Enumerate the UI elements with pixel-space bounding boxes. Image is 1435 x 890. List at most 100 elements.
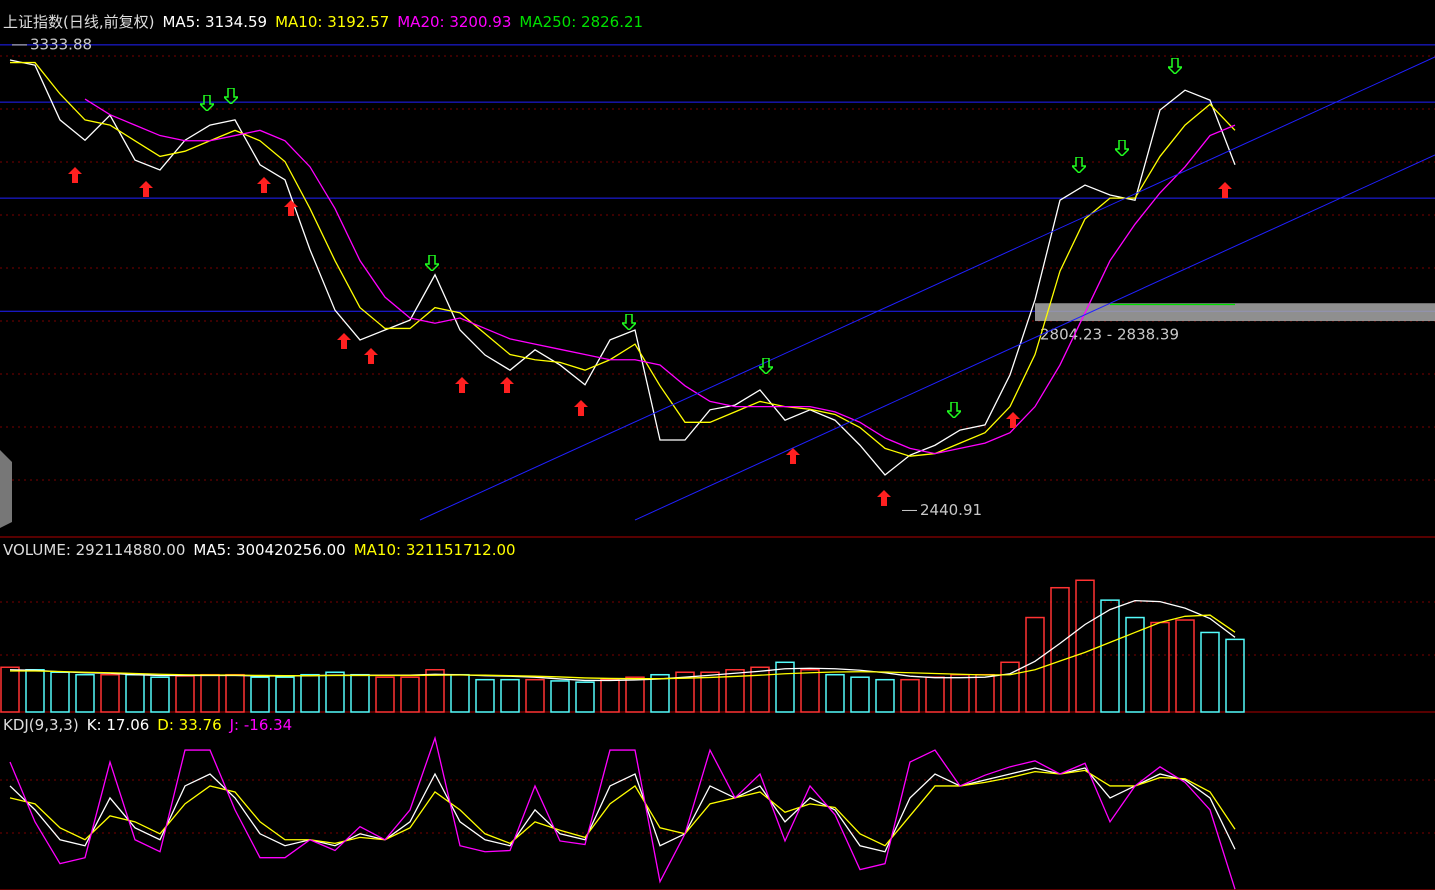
buy-arrow (1006, 412, 1020, 428)
volume-bar (1075, 579, 1095, 713)
series-line (84, 98, 1236, 455)
volume-bar (1225, 638, 1245, 713)
legend-entry: MA5: 3134.59 (162, 13, 268, 31)
volume-bar (1200, 631, 1220, 713)
volume-bar (925, 676, 945, 713)
volume-bar (1050, 586, 1070, 713)
volume-bar (1000, 661, 1020, 713)
side-handle (0, 450, 12, 528)
buy-arrow (68, 167, 82, 183)
volume-bar (550, 680, 570, 713)
kdj-legend: KDJ(9,3,3) K: 17.06 D: 33.76 J: -16.34 (3, 715, 300, 735)
buy-arrow (284, 200, 298, 216)
volume-bar (875, 678, 895, 713)
volume-bar (100, 673, 120, 713)
legend-entry: MA250: 2826.21 (519, 13, 644, 31)
volume-bar (625, 676, 645, 713)
buy-arrow (364, 348, 378, 364)
volume-bar (1125, 616, 1145, 713)
volume-bar (1175, 619, 1195, 713)
legend-entry: J: -16.34 (229, 716, 293, 734)
band-label: 2804.23 - 2838.39 (1040, 326, 1179, 344)
legend-entry: K: 17.06 (86, 716, 150, 734)
volume-bar (475, 678, 495, 713)
panel-title: 上证指数(日线,前复权) (3, 13, 155, 31)
price-band (1035, 303, 1435, 322)
series-line (10, 614, 1236, 680)
volume-bar (375, 676, 395, 713)
sell-arrow (947, 402, 961, 418)
buy-arrow (877, 490, 891, 506)
volume-bar (1025, 616, 1045, 713)
sell-arrow (224, 88, 238, 104)
buy-arrow (337, 333, 351, 349)
volume-bar (200, 673, 220, 713)
panel-title: VOLUME: 292114880.00 (3, 541, 186, 559)
price-legend: 上证指数(日线,前复权) MA5: 3134.59 MA10: 3192.57 MA2… (3, 12, 651, 32)
trend-line (419, 56, 1435, 521)
volume-bar (150, 676, 170, 713)
series-line (9, 767, 1236, 853)
buy-arrow (1218, 182, 1232, 198)
volume-bar (1100, 599, 1120, 713)
series-line (10, 61, 1236, 457)
volume-bar (0, 666, 20, 713)
legend-entry: MA10: 3192.57 (275, 13, 390, 31)
volume-bar (850, 676, 870, 713)
volume-bar (50, 671, 70, 713)
volume-bar (650, 673, 670, 713)
legend-entry: MA20: 3200.93 (397, 13, 512, 31)
sell-arrow (1072, 157, 1086, 173)
annotation: 2440.91 (920, 501, 982, 519)
legend-entry: D: 33.76 (157, 716, 222, 734)
volume-bar (775, 661, 795, 713)
volume-bar (25, 668, 45, 713)
volume-bar (525, 678, 545, 713)
sell-arrow (425, 255, 439, 271)
buy-arrow (139, 181, 153, 197)
volume-bar (125, 673, 145, 713)
panel-title: KDJ(9,3,3) (3, 716, 79, 734)
sell-arrow (1115, 140, 1129, 156)
volume-bar (300, 673, 320, 713)
buy-arrow (574, 400, 588, 416)
volume-bar (675, 671, 695, 713)
volume-bar (950, 673, 970, 713)
volume-bar (1150, 621, 1170, 713)
sell-arrow (1168, 58, 1182, 74)
volume-bar (825, 673, 845, 713)
buy-arrow (257, 177, 271, 193)
volume-bar (275, 676, 295, 713)
series-line (9, 735, 1236, 890)
volume-bar (450, 673, 470, 713)
volume-bar (325, 671, 345, 713)
plot: 2804.23 - 2838.39 3333.88 2440.91 (0, 35, 1435, 890)
buy-arrow (455, 377, 469, 393)
annotation: 3333.88 (30, 35, 92, 53)
volume-bar (225, 673, 245, 713)
volume-bar (725, 668, 745, 713)
volume-bar (250, 676, 270, 713)
volume-bar (350, 673, 370, 713)
volume-bar (75, 673, 95, 713)
volume-bar (700, 671, 720, 713)
legend-entry: MA10: 321151712.00 (353, 541, 516, 559)
volume-bar (500, 678, 520, 713)
buy-arrow (500, 377, 514, 393)
trend-line (634, 154, 1435, 521)
volume-bar (600, 678, 620, 713)
volume-bar (175, 675, 195, 713)
series-line (9, 769, 1236, 847)
volume-bar (900, 678, 920, 713)
volume-bar (975, 673, 995, 713)
legend-entry: MA5: 300420256.00 (193, 541, 346, 559)
series-line (9, 59, 1236, 476)
volume-bar (400, 676, 420, 713)
volume-legend: VOLUME: 292114880.00 MA5: 300420256.00 MA1… (3, 540, 524, 560)
sell-arrow (622, 314, 636, 330)
volume-bar (575, 681, 595, 713)
volume-bar (800, 668, 820, 713)
